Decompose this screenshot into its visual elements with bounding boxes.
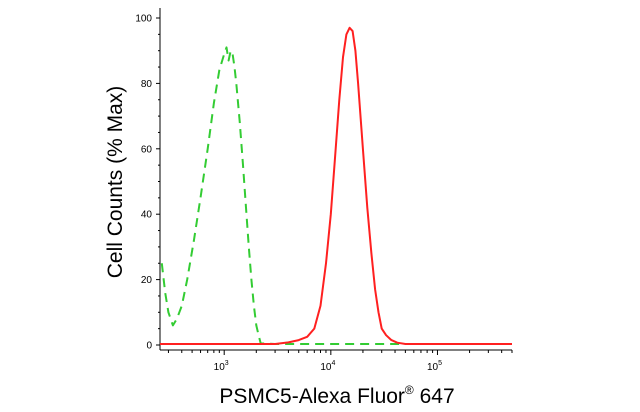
solid-series-curve: [160, 26, 512, 345]
x-axis-title-superscript: ®: [405, 383, 414, 397]
x-axis-title-tail: 647: [414, 385, 455, 408]
x-tick-label: 105: [427, 360, 442, 373]
x-axis-title-main: PSMC5-Alexa Fluor: [219, 385, 405, 408]
dashed-series-curve: [160, 46, 512, 345]
y-tick-label: 0: [146, 341, 152, 352]
y-tick-label: 100: [135, 14, 152, 25]
y-tick-label: 20: [141, 275, 153, 286]
histogram-series: [160, 26, 512, 345]
y-tick-label: 40: [141, 210, 153, 221]
y-tick-label: 80: [141, 79, 153, 90]
x-tick-label: 104: [320, 360, 335, 373]
x-axis-ticks: 103 104 105: [167, 350, 513, 373]
y-tick-label: 60: [141, 144, 153, 155]
y-axis-ticks: 0 20 40 60 80 100: [135, 14, 160, 352]
x-tick-label: 103: [214, 360, 229, 373]
x-axis-title: PSMC5-Alexa Fluor® 647: [219, 383, 454, 408]
y-axis-title: Cell Counts (% Max): [104, 86, 127, 279]
plot-axes: [159, 8, 512, 351]
